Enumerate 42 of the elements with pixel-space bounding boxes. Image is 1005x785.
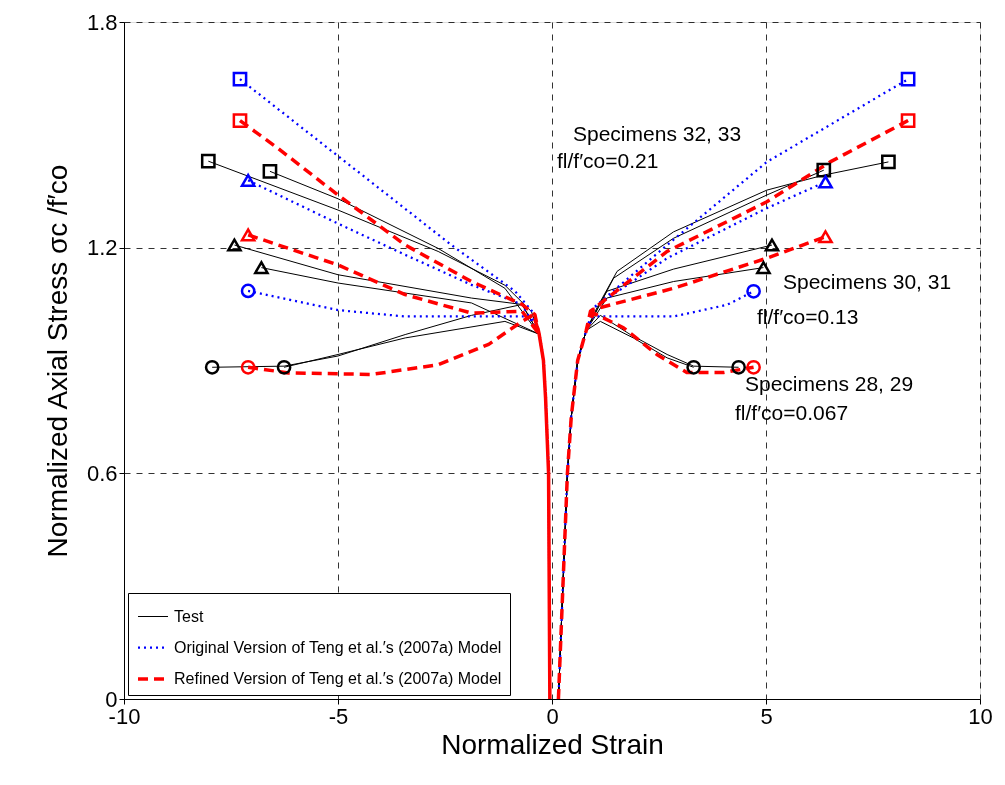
point: [204, 359, 220, 375]
legend-label: Refined Version of Teng et al.′s (2007a) Model: [174, 670, 502, 687]
point: [900, 71, 916, 87]
point: [240, 283, 256, 299]
point: [227, 238, 242, 252]
point: [756, 261, 771, 275]
point: [746, 283, 761, 299]
x-tick-label: 5: [760, 703, 773, 729]
y-tick-label: 1.8: [86, 9, 118, 35]
point: [200, 153, 216, 169]
point: [731, 359, 746, 375]
point: [900, 113, 916, 128]
point: [240, 359, 256, 375]
point: [818, 230, 833, 244]
point: [746, 359, 761, 375]
annotation: fl/f′co=0.21: [557, 149, 659, 172]
y-tick-label: 1.2: [86, 235, 118, 261]
y-axis-title: Normalized Axial Stress σc /f′co: [41, 164, 73, 558]
point: [686, 359, 702, 375]
y-tick-label: 0.6: [86, 460, 118, 486]
annotation: fl/f′co=0.13: [757, 305, 859, 328]
x-tick-label: 10: [968, 703, 993, 729]
point: [254, 261, 269, 275]
point: [262, 163, 278, 179]
annotation: Specimens 32, 33: [573, 122, 742, 145]
x-axis-title: Normalized Strain: [441, 728, 664, 760]
annotation: fl/f′co=0.067: [735, 401, 849, 424]
point: [818, 175, 833, 189]
point: [881, 154, 896, 170]
point: [764, 238, 780, 252]
point: [816, 162, 832, 178]
legend-label: Original Version of Teng et al.′s (2007a) Model: [174, 638, 502, 656]
point: [232, 113, 248, 128]
point: [240, 173, 256, 187]
point: [276, 359, 292, 375]
x-tick-label: 0: [546, 703, 559, 729]
x-tick-label: -5: [328, 703, 349, 729]
point: [240, 228, 256, 242]
point: [232, 71, 248, 87]
annotation: Specimens 28, 29: [745, 372, 914, 395]
annotation: Specimens 30, 31: [783, 270, 952, 293]
legend-label: Test: [174, 607, 204, 625]
